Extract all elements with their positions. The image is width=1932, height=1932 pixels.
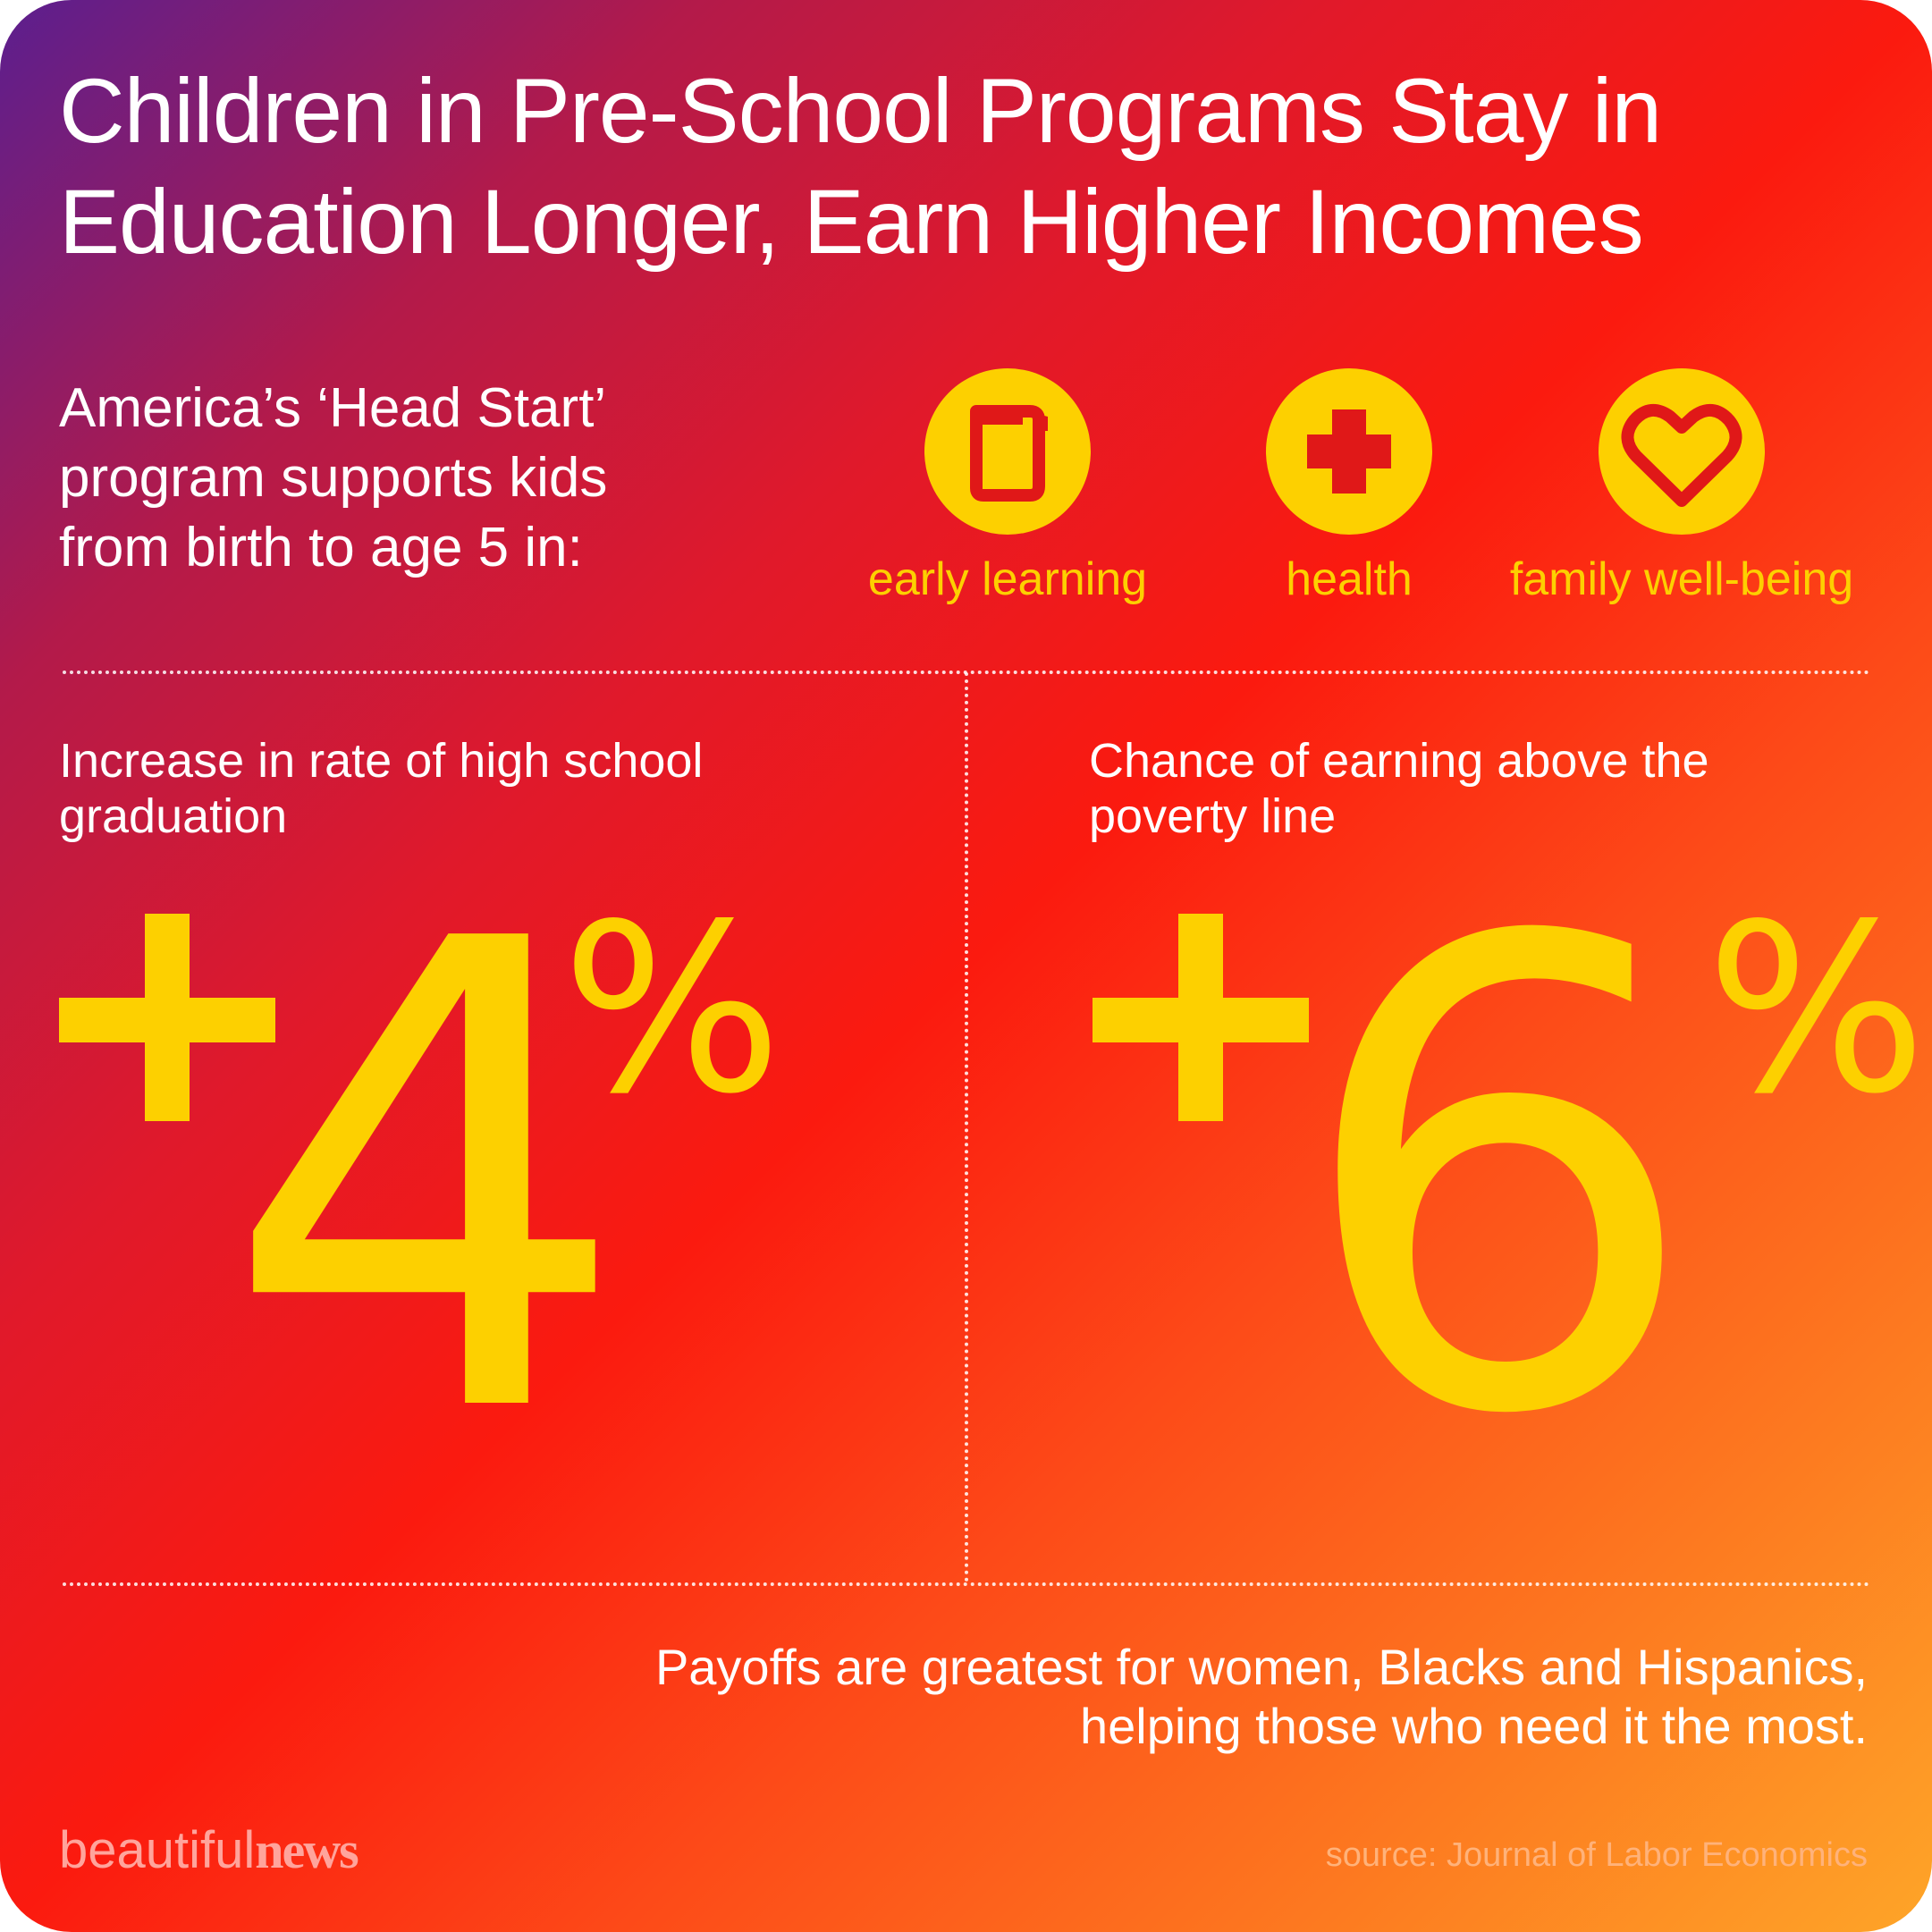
intro-line-2: program supports kids	[59, 447, 608, 509]
percent-sign-graduation: %	[561, 875, 783, 1145]
stat-value-graduation: 4	[222, 806, 632, 1555]
divider-bottom	[63, 1582, 1870, 1586]
divider-center	[965, 672, 968, 1582]
pillar-label-family-well-being: family well-being	[1509, 553, 1854, 605]
stat-label-poverty-line: Chance of earning above the poverty line	[1089, 734, 1709, 843]
cross-icon	[1266, 368, 1432, 535]
brand-part-2: news	[255, 1821, 359, 1879]
intro-line-3: from birth to age 5 in:	[59, 517, 583, 578]
intro-text: America’s ‘Head Start’ program supports …	[59, 374, 738, 583]
percent-sign-poverty-line: %	[1706, 875, 1928, 1145]
pillar-label-health: health	[1286, 553, 1413, 605]
brand-part-1: beautiful	[59, 1821, 256, 1879]
plus-sign-graduation	[59, 914, 275, 1121]
stat-value-poverty-line: 6	[1293, 806, 1703, 1555]
intro-line-1: America’s ‘Head Start’	[59, 377, 607, 439]
book-icon	[924, 368, 1091, 535]
title-line-2: Education Longer, Earn Higher Incomes	[59, 171, 1644, 273]
page-title: Children in Pre-School Programs Stay in …	[59, 55, 1883, 277]
stat-label-graduation: Increase in rate of high school graduati…	[59, 734, 704, 843]
brand-logo: beautifulnews	[59, 1819, 359, 1882]
source-citation: source: Journal of Labor Economics	[1325, 1836, 1868, 1874]
plus-sign-poverty-line	[1093, 914, 1309, 1121]
title-line-1: Children in Pre-School Programs Stay in	[59, 60, 1662, 162]
heart-icon	[1599, 368, 1765, 535]
pillar-label-early-learning: early learning	[867, 553, 1148, 605]
payoff-note: Payoffs are greatest for women, Blacks a…	[654, 1639, 1868, 1754]
